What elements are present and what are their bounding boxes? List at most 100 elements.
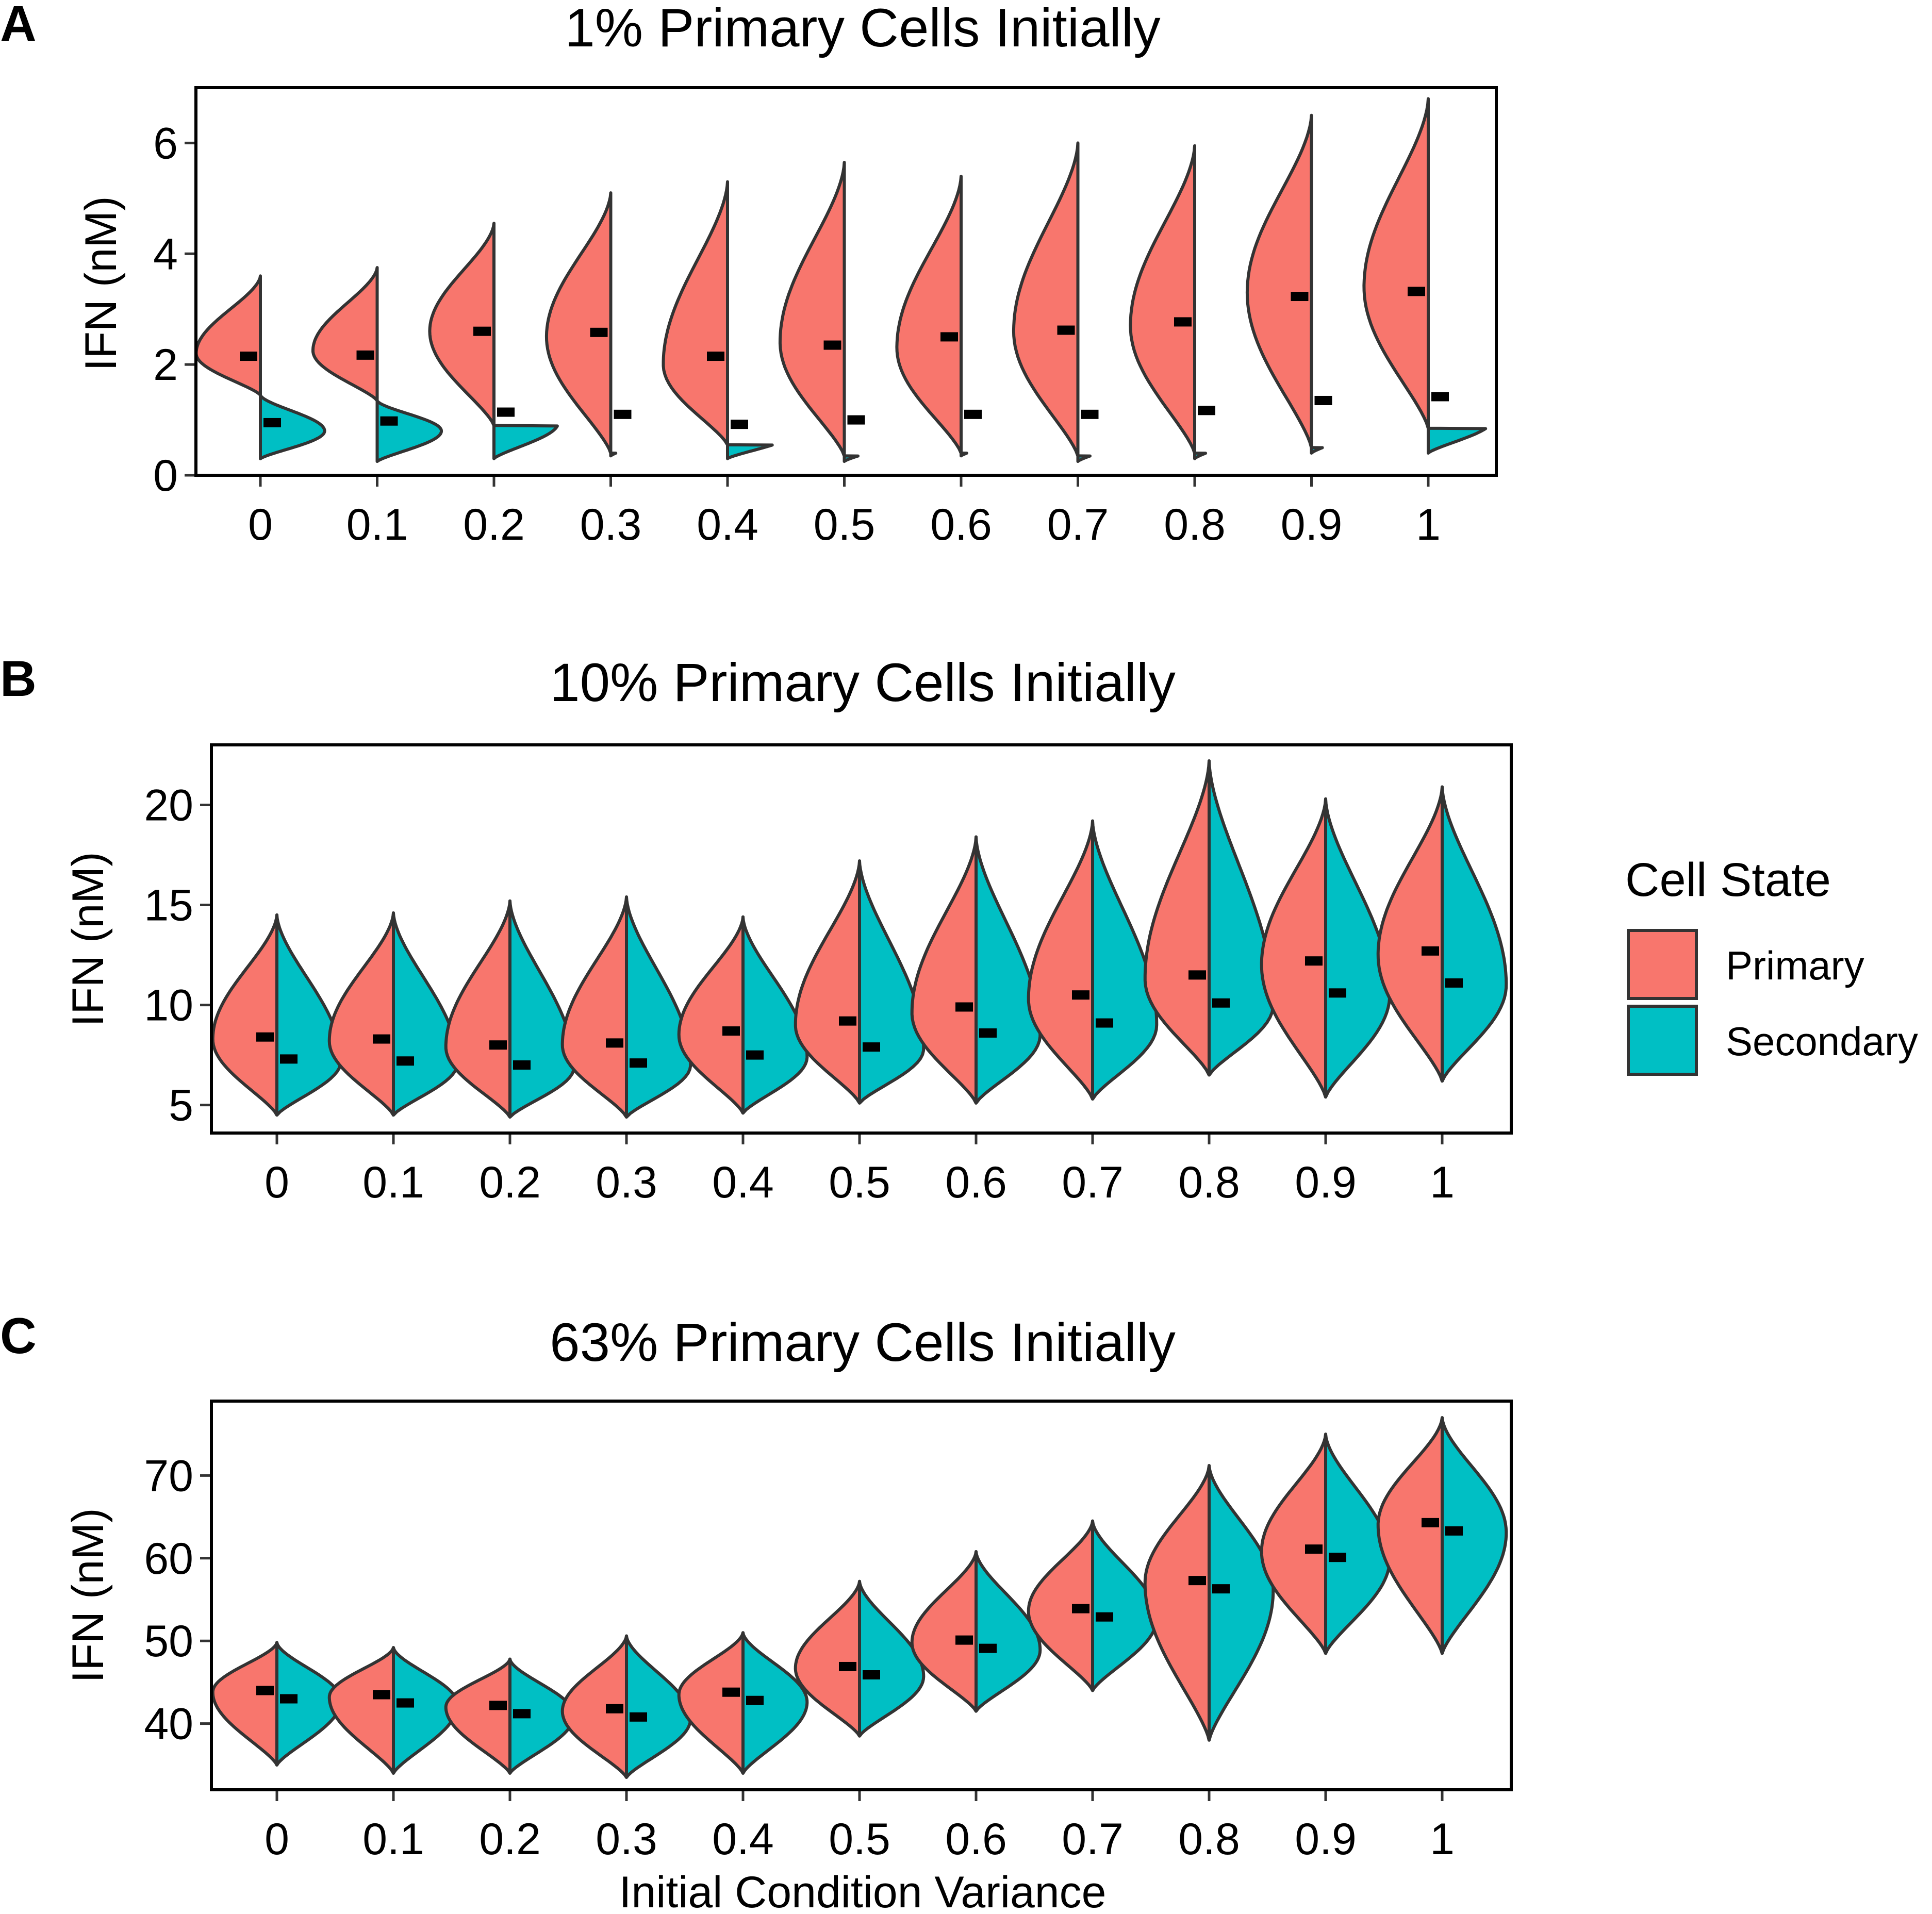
violin-secondary: [625, 895, 692, 1119]
violin-group: [1260, 797, 1392, 1099]
legend-label-primary: Primary: [1726, 943, 1864, 988]
panel-a-ylabel: IFN (nM): [76, 196, 126, 371]
plot-border: [194, 86, 1498, 477]
mean-marker-secondary: [1081, 409, 1099, 419]
mean-marker-primary: [707, 352, 724, 361]
x-tick-label: 0.9: [1295, 1815, 1357, 1864]
panel-letter-c: C: [0, 1307, 37, 1364]
legend: Cell State Primary Secondary: [1625, 854, 1918, 1076]
mean-marker-secondary: [1212, 1584, 1230, 1594]
violin-group: [544, 191, 632, 458]
x-tick-label: 0.5: [829, 1158, 890, 1207]
violin-secondary: [1208, 759, 1275, 1077]
panel-letter-a: A: [0, 0, 37, 52]
x-tick-label: 1: [1430, 1815, 1455, 1864]
mean-marker-secondary: [1096, 1612, 1113, 1622]
x-tick-label: 0.7: [1047, 500, 1109, 550]
violin-group: [1376, 785, 1508, 1083]
mean-marker-secondary: [614, 409, 632, 419]
violin-group: [1143, 759, 1275, 1077]
violin-group: [895, 174, 982, 458]
violin-group: [444, 899, 576, 1119]
violin-primary: [327, 1646, 395, 1775]
x-tick-label: 0.3: [596, 1158, 657, 1207]
y-tick-label: 70: [144, 1451, 193, 1501]
violin-group: [311, 266, 443, 463]
y-tick-label: 20: [144, 780, 193, 830]
x-tick-label: 0.2: [479, 1158, 541, 1207]
violin-primary: [1143, 759, 1211, 1077]
legend-title: Cell State: [1625, 854, 1831, 906]
panel-a: A 1% Primary Cells Initially IFN (nM) 0 2…: [0, 0, 1498, 550]
violin-primary: [794, 1579, 861, 1738]
mean-marker-primary: [1188, 970, 1206, 980]
violin-primary: [1027, 819, 1094, 1101]
violin-primary: [544, 191, 613, 455]
violin-secondary: [259, 393, 326, 460]
mean-marker-primary: [373, 1034, 390, 1044]
mean-marker-secondary: [964, 409, 982, 419]
mean-marker-primary: [1072, 990, 1089, 1000]
violin-primary: [1362, 97, 1430, 430]
x-tick-label: 0.3: [596, 1815, 657, 1864]
mean-marker-secondary: [1445, 978, 1463, 988]
panel-c-plot: 40 50 60 70 0 0.1 0.2 0.3 0.4 0.5 0.6 0.7 0.8 0.9 1: [144, 1400, 1513, 1864]
x-tick-label: 0: [248, 500, 273, 550]
violin-primary: [1376, 1416, 1444, 1655]
mean-marker-secondary: [1314, 395, 1332, 405]
y-tick-label: 10: [144, 981, 193, 1030]
violin-secondary: [275, 913, 343, 1117]
violin-group: [778, 161, 865, 463]
mean-marker-secondary: [630, 1712, 647, 1722]
violin-secondary: [392, 911, 459, 1117]
violin-secondary: [960, 452, 968, 458]
plot-border: [210, 1400, 1513, 1791]
violin-group: [560, 895, 692, 1119]
violin-secondary: [741, 1631, 809, 1775]
mean-marker-secondary: [1096, 1018, 1113, 1028]
mean-marker-primary: [473, 326, 491, 336]
y-tick-label: 6: [153, 119, 178, 168]
mean-marker-primary: [1072, 1604, 1089, 1613]
mean-marker-primary: [489, 1701, 507, 1710]
violin-group: [794, 859, 926, 1105]
violin-group: [1012, 141, 1099, 463]
violin-secondary: [1208, 1464, 1275, 1742]
violin-group: [1027, 1519, 1159, 1692]
mean-marker-primary: [839, 1016, 856, 1026]
y-tick-label: 0: [153, 451, 178, 501]
x-tick-label: 0.4: [712, 1158, 774, 1207]
panel-b: B 10% Primary Cells Initially IFN (nM) 5…: [0, 650, 1513, 1207]
x-tick-label: 0.9: [1281, 500, 1343, 550]
y-tick-label: 60: [144, 1534, 193, 1584]
mean-marker-primary: [489, 1040, 507, 1050]
violin-group: [910, 1550, 1042, 1713]
y-tick-label: 4: [153, 229, 178, 279]
violin-primary: [444, 899, 511, 1119]
x-tick-label: 0.4: [697, 500, 758, 550]
violin-secondary: [1427, 426, 1488, 455]
x-tick-label: 0.1: [362, 1158, 424, 1207]
violin-primary: [1245, 113, 1313, 450]
violin-secondary: [1076, 454, 1092, 463]
violin-group: [560, 1634, 692, 1779]
mean-marker-primary: [1422, 946, 1439, 956]
mean-marker-primary: [1057, 325, 1075, 335]
mean-marker-secondary: [731, 420, 748, 429]
mean-marker-secondary: [630, 1058, 647, 1068]
x-tick-label: 0.4: [712, 1815, 774, 1864]
violin-primary: [194, 274, 262, 397]
x-tick-label: 0.1: [362, 1815, 424, 1864]
mean-marker-primary: [1305, 956, 1323, 966]
violin-primary: [910, 1550, 978, 1713]
x-tick-label: 0.2: [463, 500, 525, 550]
mean-marker-primary: [356, 350, 374, 360]
x-tick-label: 0.1: [346, 500, 408, 550]
y-tick-label: 2: [153, 340, 178, 390]
x-tick-label: 0.5: [829, 1815, 890, 1864]
panel-b-plot: 5 10 15 20 0 0.1 0.2 0.3 0.4 0.5 0.6 0.7 0.8 0.9 1: [144, 743, 1513, 1207]
x-tick-label: 0.6: [930, 500, 992, 550]
mean-marker-primary: [940, 332, 958, 342]
mean-marker-secondary: [397, 1698, 414, 1708]
